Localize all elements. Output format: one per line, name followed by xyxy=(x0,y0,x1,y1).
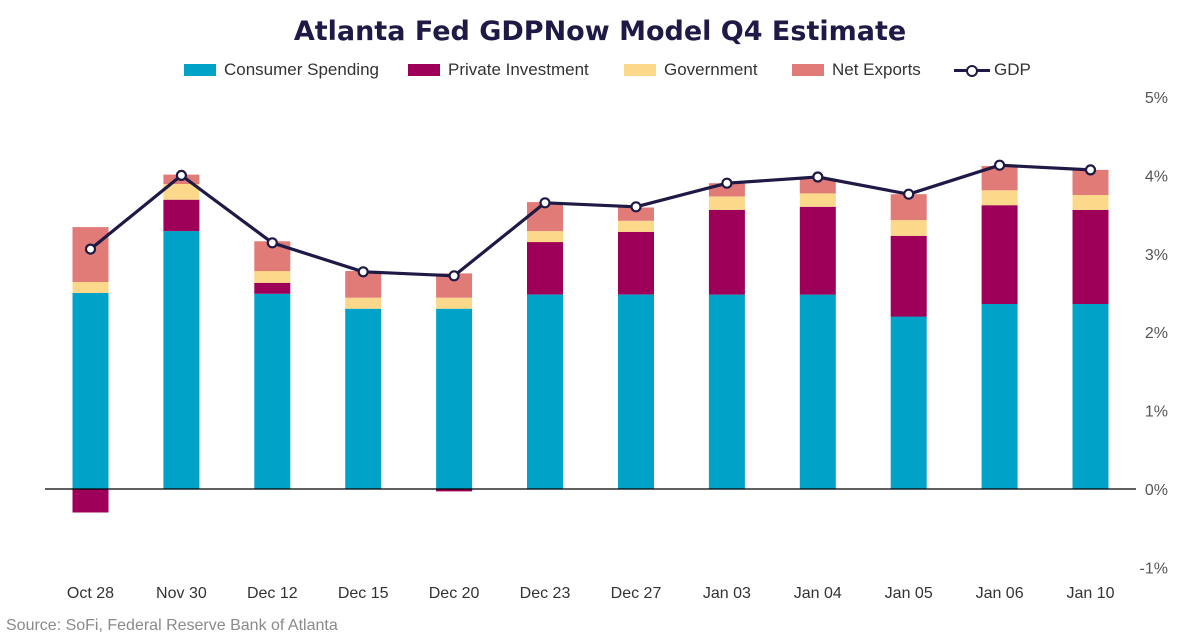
gdp-point xyxy=(721,177,733,189)
gdp-point xyxy=(630,201,642,213)
gdp-line xyxy=(89,163,1091,278)
bar-consumer xyxy=(254,293,291,489)
bar-government xyxy=(618,220,654,232)
legend-item-consumer: Consumer Spending xyxy=(184,60,379,80)
bar-consumer xyxy=(345,308,382,489)
bar-net_exports xyxy=(799,179,836,194)
bar-government xyxy=(708,196,745,210)
bar-consumer xyxy=(799,294,836,489)
bar-investment xyxy=(890,235,927,317)
bar-consumer xyxy=(436,308,473,489)
x-tick-label: Dec 27 xyxy=(611,585,662,602)
bar-consumer xyxy=(890,316,927,489)
bar-investment xyxy=(527,242,563,295)
gdp-point xyxy=(448,270,460,282)
x-tick-label: Jan 04 xyxy=(794,585,842,602)
bar-investment xyxy=(1072,209,1109,304)
x-tick-label: Jan 03 xyxy=(703,585,751,602)
bar-consumer xyxy=(708,294,745,489)
bar-consumer xyxy=(72,293,109,489)
gdp-point xyxy=(357,266,369,278)
bar-government xyxy=(254,271,291,283)
x-tick-label: Nov 30 xyxy=(156,585,207,602)
bar-consumer xyxy=(527,294,563,489)
x-tick-label: Jan 06 xyxy=(976,585,1024,602)
bar-investment xyxy=(708,209,745,295)
gdp-point xyxy=(812,171,824,183)
legend-label-net-exports: Net Exports xyxy=(832,60,921,79)
bar-investment xyxy=(254,282,291,294)
bar-consumer xyxy=(618,294,654,489)
legend-item-net-exports: Net Exports xyxy=(792,60,921,80)
legend-label-government: Government xyxy=(664,60,758,79)
legend-swatch-investment xyxy=(408,64,440,76)
bar-government xyxy=(890,220,927,236)
bar-investment xyxy=(618,231,654,295)
bar-government xyxy=(1072,195,1109,210)
legend: Consumer Spending Private Investment Gov… xyxy=(0,60,1200,84)
bar-consumer xyxy=(1072,304,1109,489)
y-tick-label: 5% xyxy=(1145,90,1168,107)
y-tick-label: 2% xyxy=(1145,325,1168,342)
bar-investment xyxy=(72,489,109,513)
bar-government xyxy=(799,193,836,207)
y-tick-label: 0% xyxy=(1145,482,1168,499)
x-tick-label: Dec 15 xyxy=(338,585,389,602)
gdp-point xyxy=(266,237,278,249)
x-tick-label: Jan 10 xyxy=(1066,585,1114,602)
legend-item-investment: Private Investment xyxy=(408,60,589,80)
legend-label-gdp: GDP xyxy=(994,60,1031,79)
source-note: Source: SoFi, Federal Reserve Bank of At… xyxy=(6,617,338,634)
bar-government xyxy=(527,231,563,243)
gdp-point xyxy=(539,197,551,209)
legend-label-investment: Private Investment xyxy=(448,60,589,79)
bar-investment xyxy=(163,199,200,232)
bar-investment xyxy=(981,205,1018,304)
bar-investment xyxy=(436,489,473,492)
legend-swatch-net-exports xyxy=(792,64,824,76)
gdp-point xyxy=(175,169,187,181)
bar-consumer xyxy=(981,304,1018,489)
gdp-point xyxy=(903,188,915,200)
x-tick-label: Dec 12 xyxy=(247,585,298,602)
y-tick-label: 1% xyxy=(1145,404,1168,421)
y-tick-label: 4% xyxy=(1145,168,1168,185)
y-tick-label: 3% xyxy=(1145,247,1168,264)
bar-net_exports xyxy=(618,207,654,221)
x-tick-label: Jan 05 xyxy=(885,585,933,602)
gdp-point xyxy=(993,159,1006,171)
chart-title: Atlanta Fed GDPNow Model Q4 Estimate xyxy=(293,16,907,47)
legend-swatch-government xyxy=(624,64,656,76)
x-tick-label: Oct 28 xyxy=(67,585,114,602)
legend-item-gdp: GDP xyxy=(954,60,1031,80)
legend-label-consumer: Consumer Spending xyxy=(224,60,379,79)
bar-government xyxy=(981,190,1018,206)
gdp-point xyxy=(84,243,97,255)
bar-government xyxy=(163,184,200,200)
bar-government xyxy=(72,282,109,293)
y-tick-label: -1% xyxy=(1140,560,1168,577)
legend-swatch-consumer xyxy=(184,64,216,76)
x-tick-label: Dec 20 xyxy=(429,585,480,602)
bar-government xyxy=(345,297,382,309)
bar-investment xyxy=(799,206,836,295)
bar-consumer xyxy=(163,231,200,489)
bar-government xyxy=(436,297,473,309)
gdp-point xyxy=(1084,164,1097,176)
legend-line-marker-gdp xyxy=(954,63,990,77)
x-tick-label: Dec 23 xyxy=(520,585,571,602)
legend-item-government: Government xyxy=(624,60,758,80)
